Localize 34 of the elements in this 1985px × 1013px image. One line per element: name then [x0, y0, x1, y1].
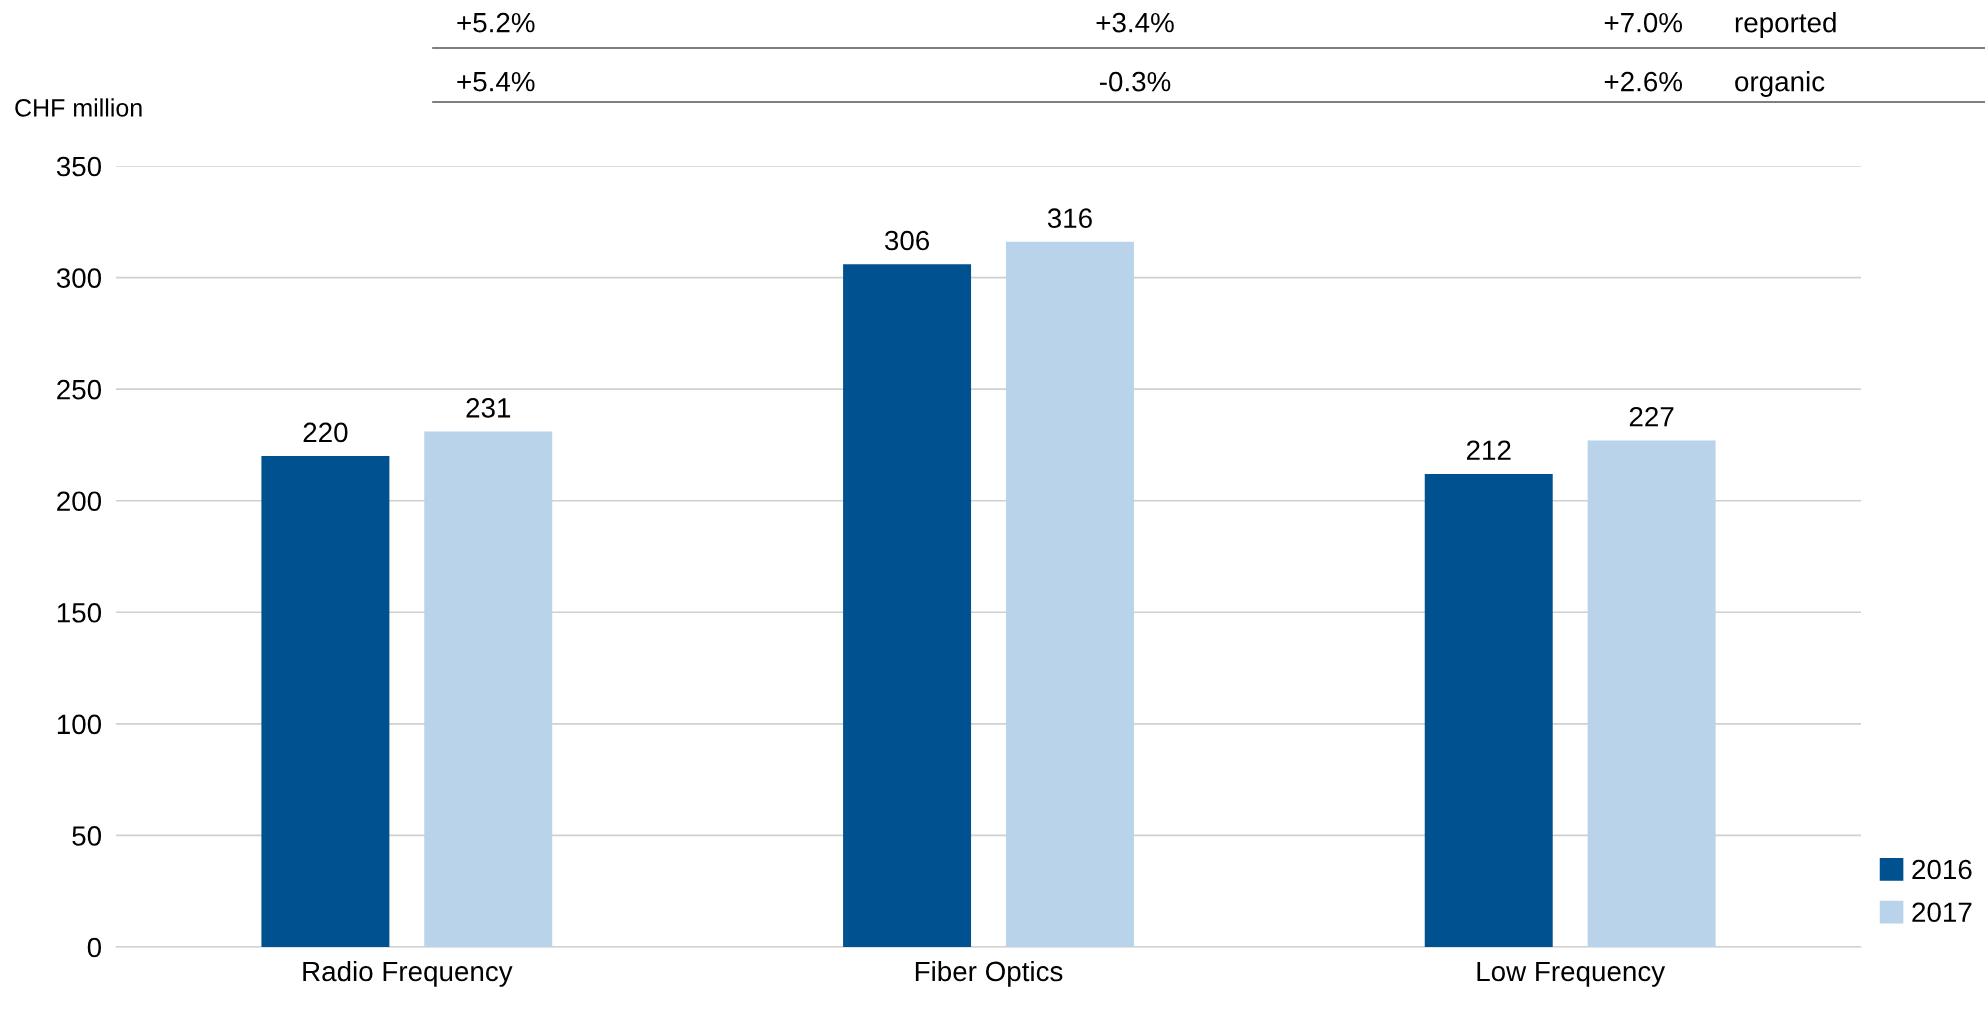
text: +5.4%	[457, 71, 535, 92]
y-tick-label: 150	[57, 602, 102, 623]
bar	[843, 264, 972, 947]
bar	[424, 431, 553, 947]
y-axis-title: CHF million	[15, 98, 142, 117]
data-label: 227	[1629, 406, 1674, 427]
y-tick-label: 350	[56, 156, 102, 177]
data-label: 212	[1466, 440, 1511, 460]
text: +5.2%	[457, 12, 535, 33]
data-label: 306	[884, 230, 930, 251]
bar	[1587, 440, 1716, 947]
y-tick-label: 300	[56, 268, 102, 288]
legend-label: 2017	[1912, 902, 1972, 923]
bar	[1424, 473, 1553, 947]
x-tick-label: Low Frequency	[1477, 961, 1666, 987]
text: +2.6%	[1604, 71, 1683, 92]
data-label: 220	[303, 422, 348, 443]
text: reported	[1735, 12, 1836, 38]
text: +7.0%	[1604, 12, 1683, 33]
bar	[261, 456, 390, 947]
text: -0.3%	[1099, 71, 1171, 92]
data-label: 316	[1047, 208, 1092, 229]
text: organic	[1735, 71, 1825, 97]
y-tick-label: 200	[57, 491, 102, 512]
x-tick-label: Radio Frequency	[303, 960, 513, 987]
y-tick-label: 100	[57, 714, 102, 735]
data-label: 231	[466, 398, 511, 418]
y-tick-label: 250	[57, 379, 102, 400]
legend-label: 2016	[1912, 859, 1972, 880]
y-tick-label: 0	[87, 937, 102, 958]
text: +3.4%	[1096, 12, 1174, 33]
bar	[1005, 241, 1134, 947]
y-tick-label: 50	[72, 826, 102, 846]
x-tick-label: Fiber Optics	[915, 960, 1063, 987]
